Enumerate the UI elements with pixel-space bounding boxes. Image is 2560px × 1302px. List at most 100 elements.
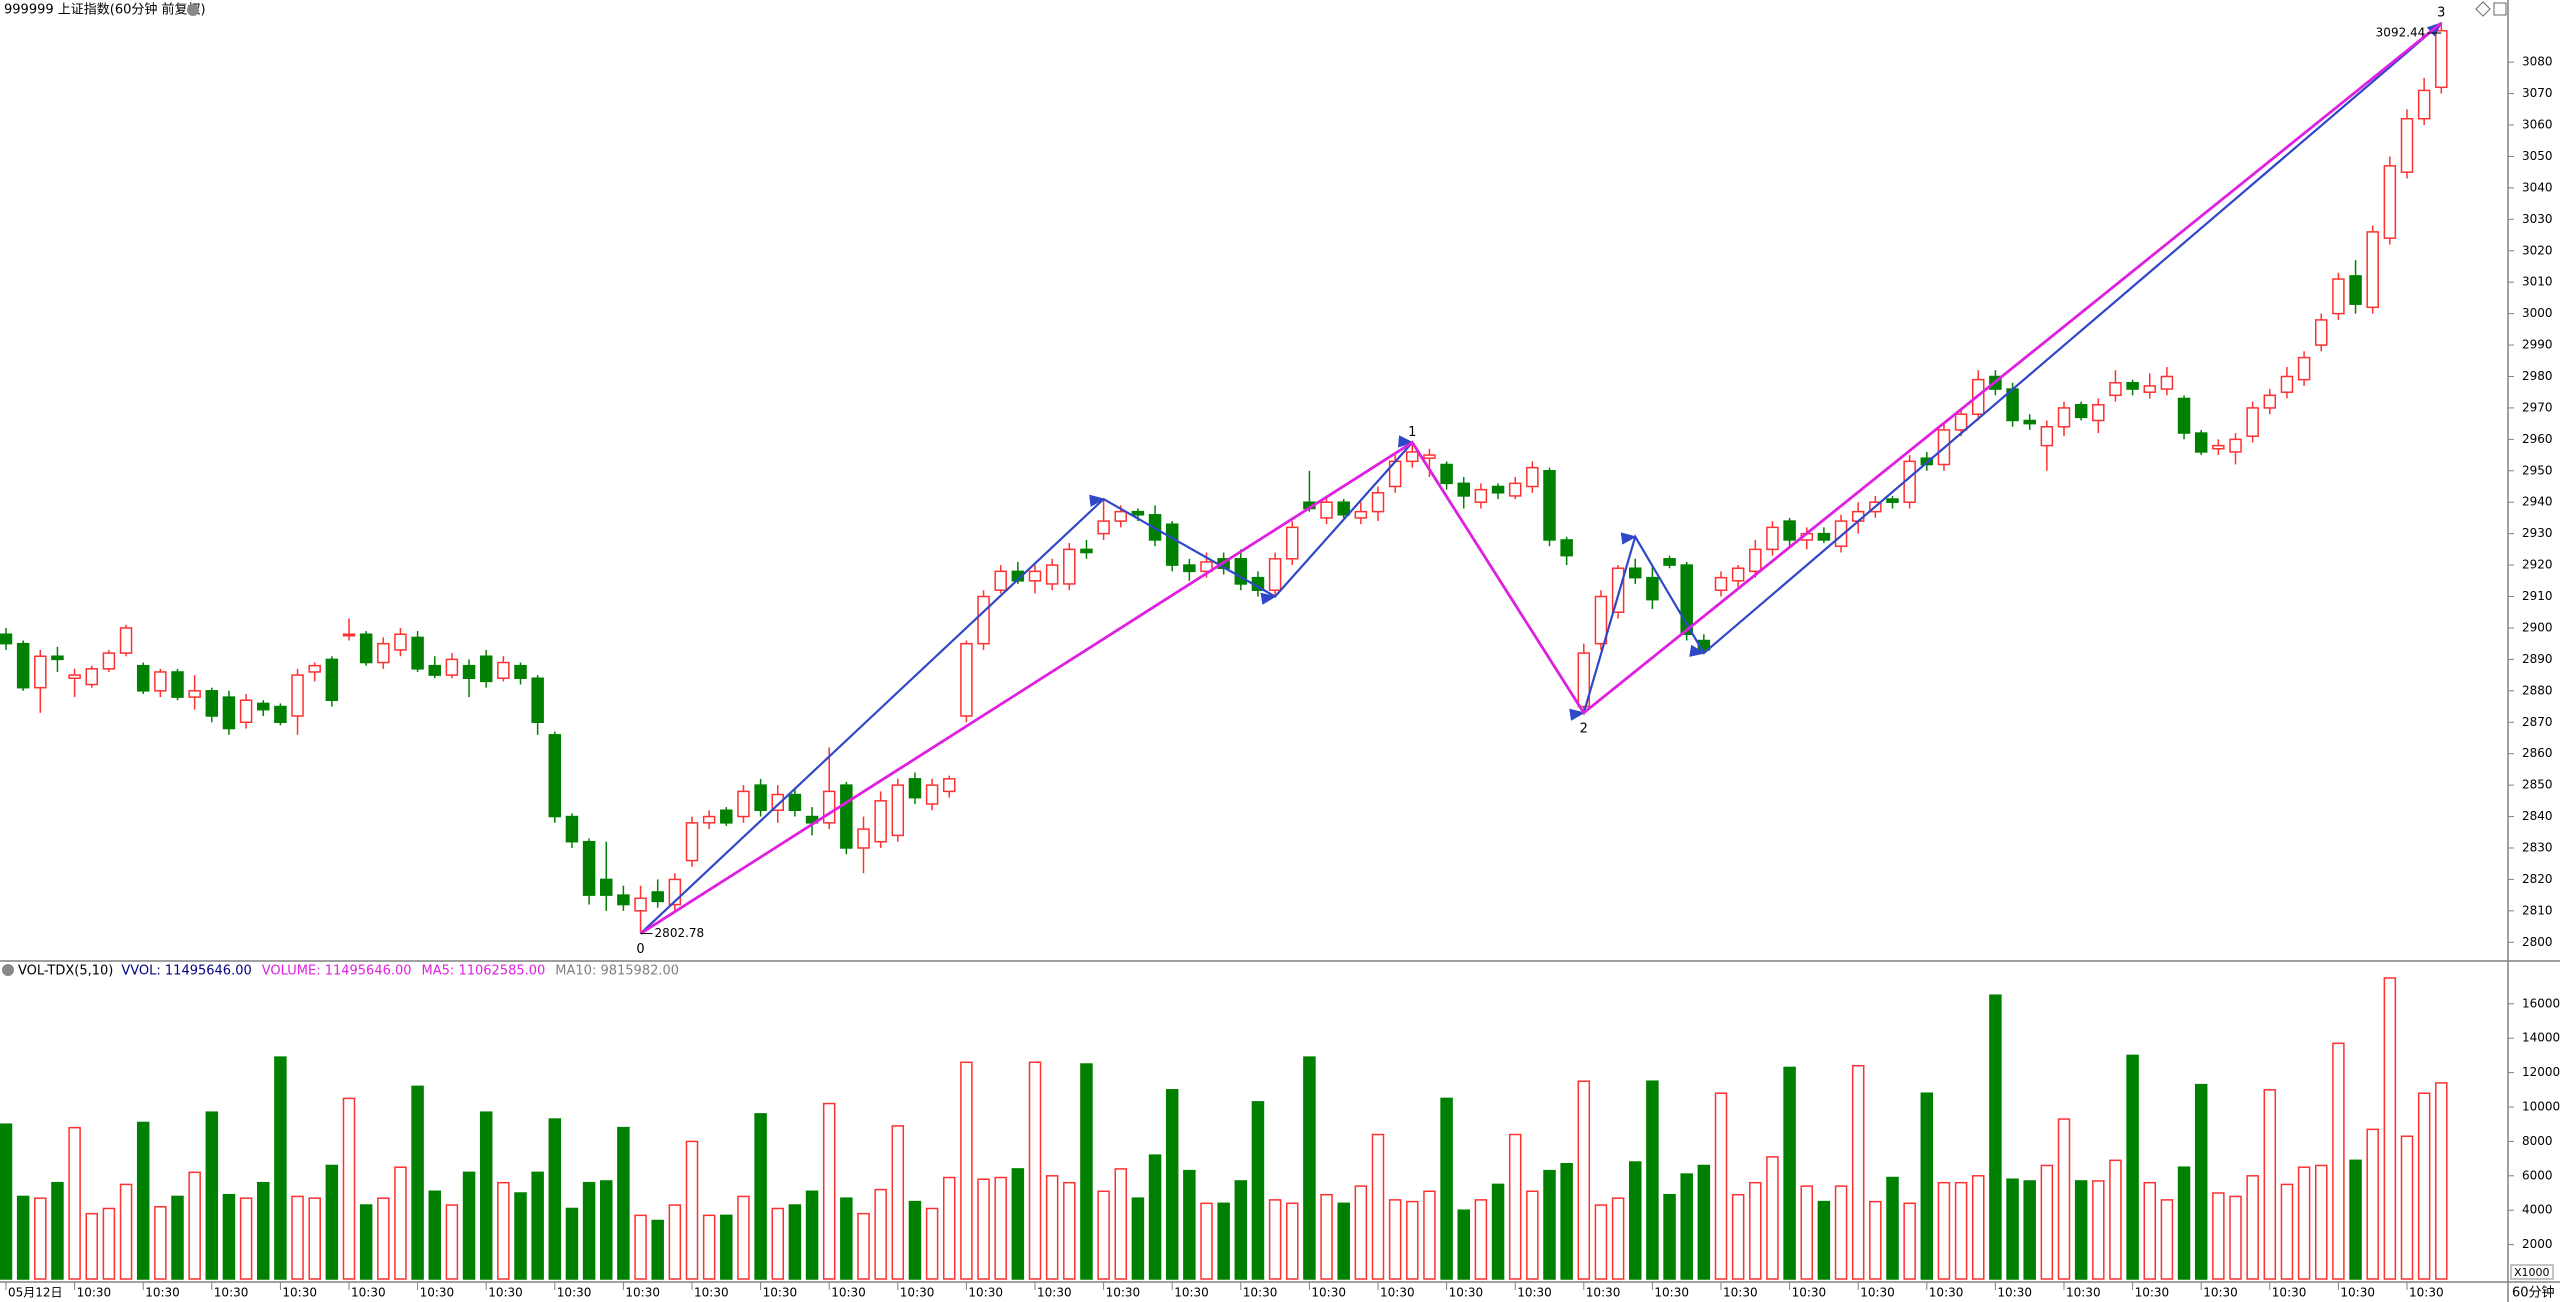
candle-body xyxy=(925,784,939,805)
toolbar-icon[interactable] xyxy=(2493,2,2507,16)
x-tick-label: 10:30 xyxy=(1997,1286,2032,1300)
y-tick-label: 14000 xyxy=(2522,1031,2560,1045)
y-tick-label: 2920 xyxy=(2522,558,2553,572)
volume-bar xyxy=(1886,1176,1899,1280)
candle-body xyxy=(257,702,270,711)
candle-body xyxy=(754,784,767,812)
volume-bar xyxy=(514,1192,527,1280)
candle-body xyxy=(668,878,682,906)
x-tick-label: 10:30 xyxy=(2203,1286,2238,1300)
candle-body xyxy=(1406,451,1419,463)
candle-body xyxy=(1749,548,1762,573)
candle-body xyxy=(2212,444,2225,450)
candle-body xyxy=(68,674,81,679)
candle-body xyxy=(119,627,133,654)
volume-bar xyxy=(1766,1156,1779,1280)
y-tick-label: 3010 xyxy=(2522,275,2553,289)
volume-bar xyxy=(2040,1164,2054,1280)
y-tick-label: 2900 xyxy=(2522,620,2553,634)
unit-label: X1000 xyxy=(2514,1266,2550,1279)
y-tick-label: 3030 xyxy=(2522,212,2553,226)
candle-body xyxy=(359,633,373,664)
volume-bar xyxy=(1440,1097,1453,1280)
volume-bar xyxy=(1577,1080,1591,1280)
volume-bar xyxy=(239,1197,253,1280)
volume-bar xyxy=(2057,1118,2071,1280)
candle-body xyxy=(565,815,579,843)
candle-body xyxy=(1286,526,1299,560)
volume-bar xyxy=(908,1200,922,1280)
candle-body xyxy=(462,664,476,679)
toolbar-icon[interactable] xyxy=(2475,1,2491,17)
candle-body xyxy=(1491,485,1505,494)
candle-body xyxy=(1183,564,1196,573)
volume-bar xyxy=(34,1197,47,1280)
x-tick-label: 10:30 xyxy=(1243,1286,1278,1300)
volume-bar xyxy=(1200,1202,1213,1280)
volume-bar xyxy=(1114,1168,1127,1280)
volume-bar xyxy=(925,1207,939,1280)
volume-icon[interactable] xyxy=(2,964,14,976)
candle-body xyxy=(514,664,527,679)
candle-body xyxy=(960,642,973,717)
volume-bar xyxy=(2332,1042,2345,1280)
title-icon[interactable] xyxy=(187,4,199,16)
volume-bar xyxy=(2194,1083,2208,1280)
volume-bar xyxy=(102,1207,116,1280)
x-tick-label: 10:30 xyxy=(77,1286,112,1300)
volume-bar xyxy=(788,1204,802,1280)
candle-body xyxy=(2435,29,2448,89)
volume-bar xyxy=(754,1113,767,1280)
volume-bar xyxy=(874,1188,887,1280)
indicator-label: MA5: 11062585.00 xyxy=(422,964,546,979)
volume-bar xyxy=(1663,1193,1676,1280)
candle-body xyxy=(2194,432,2208,453)
indicator-label: MA10: 9815982.00 xyxy=(555,964,679,979)
volume-bar xyxy=(1303,1056,1316,1280)
candle-body xyxy=(2400,117,2414,173)
candle-body xyxy=(2383,165,2397,239)
volume-bar xyxy=(1594,1204,1608,1280)
y-tick-label: 2810 xyxy=(2522,903,2553,917)
y-tick-label: 3000 xyxy=(2522,306,2553,320)
candle-body xyxy=(634,897,647,912)
volume-bar xyxy=(1646,1080,1659,1280)
x-tick-label: 10:30 xyxy=(968,1286,1003,1300)
volume-bar xyxy=(1337,1202,1350,1280)
candle-body xyxy=(34,655,47,689)
candle-body xyxy=(582,840,596,896)
x-tick-label: 10:30 xyxy=(1860,1286,1895,1300)
y-tick-label: 2840 xyxy=(2522,809,2553,823)
candle-body xyxy=(16,642,30,689)
y-tick-label: 2870 xyxy=(2522,715,2553,729)
candle-body xyxy=(2074,404,2088,419)
candle-body xyxy=(497,661,510,679)
candle-body xyxy=(651,891,664,903)
candle-body xyxy=(171,671,184,698)
volume-bar xyxy=(1268,1199,1282,1280)
volume-bar xyxy=(2023,1180,2036,1280)
volume-bar xyxy=(1800,1185,1813,1280)
volume-bar xyxy=(668,1204,682,1280)
volume-bar xyxy=(1457,1209,1470,1280)
candle-body xyxy=(994,570,1007,591)
volume-bar xyxy=(2160,1199,2174,1280)
candle-body xyxy=(377,642,390,664)
candle-body xyxy=(1508,482,1522,497)
volume-bar xyxy=(1217,1202,1230,1280)
volume-bar xyxy=(1320,1193,1333,1280)
extreme-label: 3092.44 xyxy=(2376,26,2426,40)
candle-body xyxy=(1114,510,1127,522)
x-tick-label: 10:30 xyxy=(2135,1286,2170,1300)
volume-bar xyxy=(2177,1166,2191,1280)
volume-bar xyxy=(822,1102,836,1280)
candle-body xyxy=(2349,275,2362,305)
x-tick-label: 10:30 xyxy=(2272,1286,2307,1300)
y-tick-label: 3050 xyxy=(2522,149,2553,163)
candle-body xyxy=(1131,510,1145,516)
volume-bar xyxy=(1783,1066,1796,1280)
candle-body xyxy=(1165,523,1179,566)
volume-bar xyxy=(2246,1175,2259,1280)
candle-body xyxy=(822,790,836,824)
